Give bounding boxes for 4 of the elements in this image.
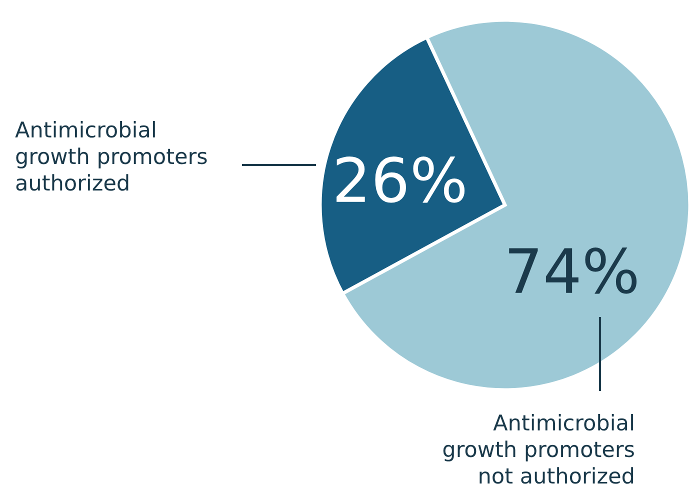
data-label: 26%	[336, 156, 465, 203]
slice-label: Antimicrobial growth promoters authorized	[15, 121, 207, 191]
slice-label: Antimicrobial growth promoters not authorized	[443, 414, 634, 484]
data-label: 74%	[509, 248, 637, 294]
